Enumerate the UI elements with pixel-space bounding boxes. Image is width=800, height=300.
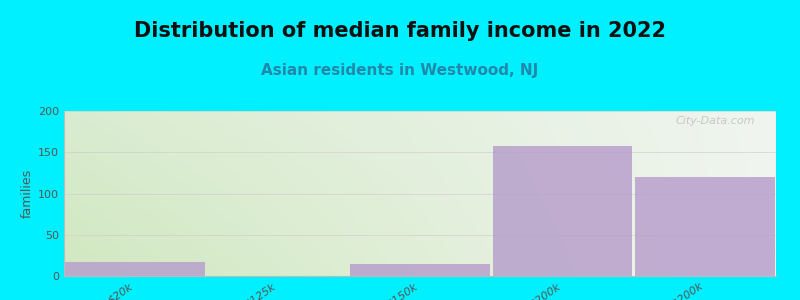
Text: Asian residents in Westwood, NJ: Asian residents in Westwood, NJ xyxy=(262,63,538,78)
Bar xyxy=(350,265,490,276)
Text: City-Data.com: City-Data.com xyxy=(675,116,754,126)
Bar xyxy=(493,146,632,276)
Text: Distribution of median family income in 2022: Distribution of median family income in … xyxy=(134,21,666,41)
Y-axis label: families: families xyxy=(21,169,34,218)
Bar xyxy=(635,177,774,276)
Bar xyxy=(66,262,205,276)
